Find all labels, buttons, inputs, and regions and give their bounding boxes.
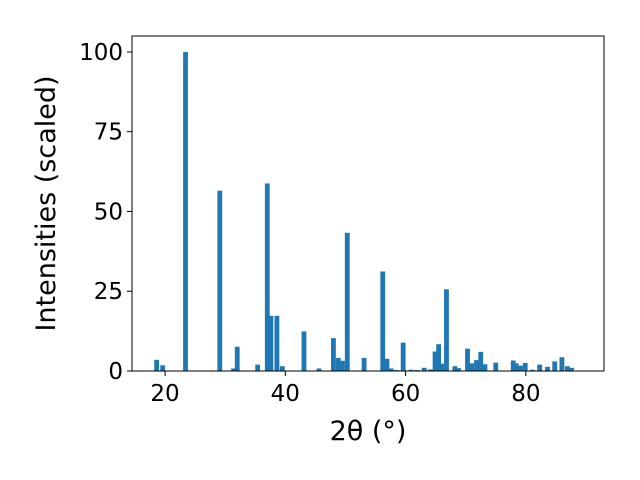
y-tick-label: 25 — [94, 279, 123, 305]
bar — [482, 364, 488, 371]
bars-group — [154, 51, 574, 371]
bar — [384, 358, 390, 371]
x-axis-label: 2θ (°) — [330, 416, 407, 447]
bar — [436, 344, 442, 371]
bar — [154, 359, 160, 371]
bar — [335, 357, 341, 371]
bar — [510, 360, 516, 371]
x-tick-label: 60 — [391, 381, 420, 407]
y-tick-label: 0 — [108, 359, 123, 385]
bar — [231, 368, 237, 371]
bar — [564, 366, 570, 371]
bar — [274, 315, 280, 371]
x-axis: 20 40 60 80 — [150, 371, 540, 407]
bar — [234, 346, 240, 371]
bar — [380, 271, 386, 371]
bar — [469, 363, 475, 371]
bar — [569, 367, 574, 371]
plot-frame — [131, 35, 605, 372]
bar — [421, 367, 427, 371]
bar — [559, 357, 565, 371]
y-tick-label: 75 — [94, 120, 123, 146]
bar — [400, 342, 406, 371]
bar — [316, 368, 322, 371]
bar — [160, 365, 166, 371]
bar — [264, 183, 270, 371]
bar — [518, 365, 523, 371]
x-tick-label: 20 — [150, 381, 179, 407]
bar — [408, 369, 414, 371]
bar — [522, 363, 528, 371]
bar — [530, 369, 535, 371]
bar — [268, 315, 274, 371]
bar — [432, 351, 438, 371]
bar — [439, 363, 445, 371]
x-tick-label: 40 — [271, 381, 300, 407]
y-axis-label: Intensities (scaled) — [31, 75, 62, 331]
bar — [545, 366, 550, 371]
bar — [301, 331, 307, 371]
bar — [183, 51, 188, 371]
bar — [452, 366, 458, 371]
bar — [513, 363, 519, 371]
bar — [255, 364, 261, 371]
bar — [217, 190, 223, 371]
y-tick-label: 50 — [94, 199, 123, 225]
bar — [493, 362, 499, 371]
x-tick-label: 80 — [511, 381, 540, 407]
bar — [344, 232, 350, 371]
bar — [478, 351, 484, 371]
y-tick-label: 100 — [79, 40, 123, 66]
bar — [340, 360, 345, 371]
bar — [361, 357, 367, 371]
bar — [388, 368, 394, 371]
bar — [444, 289, 449, 371]
y-axis: 0 25 50 75 100 — [79, 40, 132, 385]
bar — [331, 338, 336, 371]
bar — [465, 348, 470, 371]
bar — [456, 368, 461, 371]
bar — [537, 364, 543, 371]
bar — [427, 369, 433, 371]
bar — [474, 360, 479, 371]
bar — [552, 361, 558, 371]
bar — [279, 366, 285, 371]
